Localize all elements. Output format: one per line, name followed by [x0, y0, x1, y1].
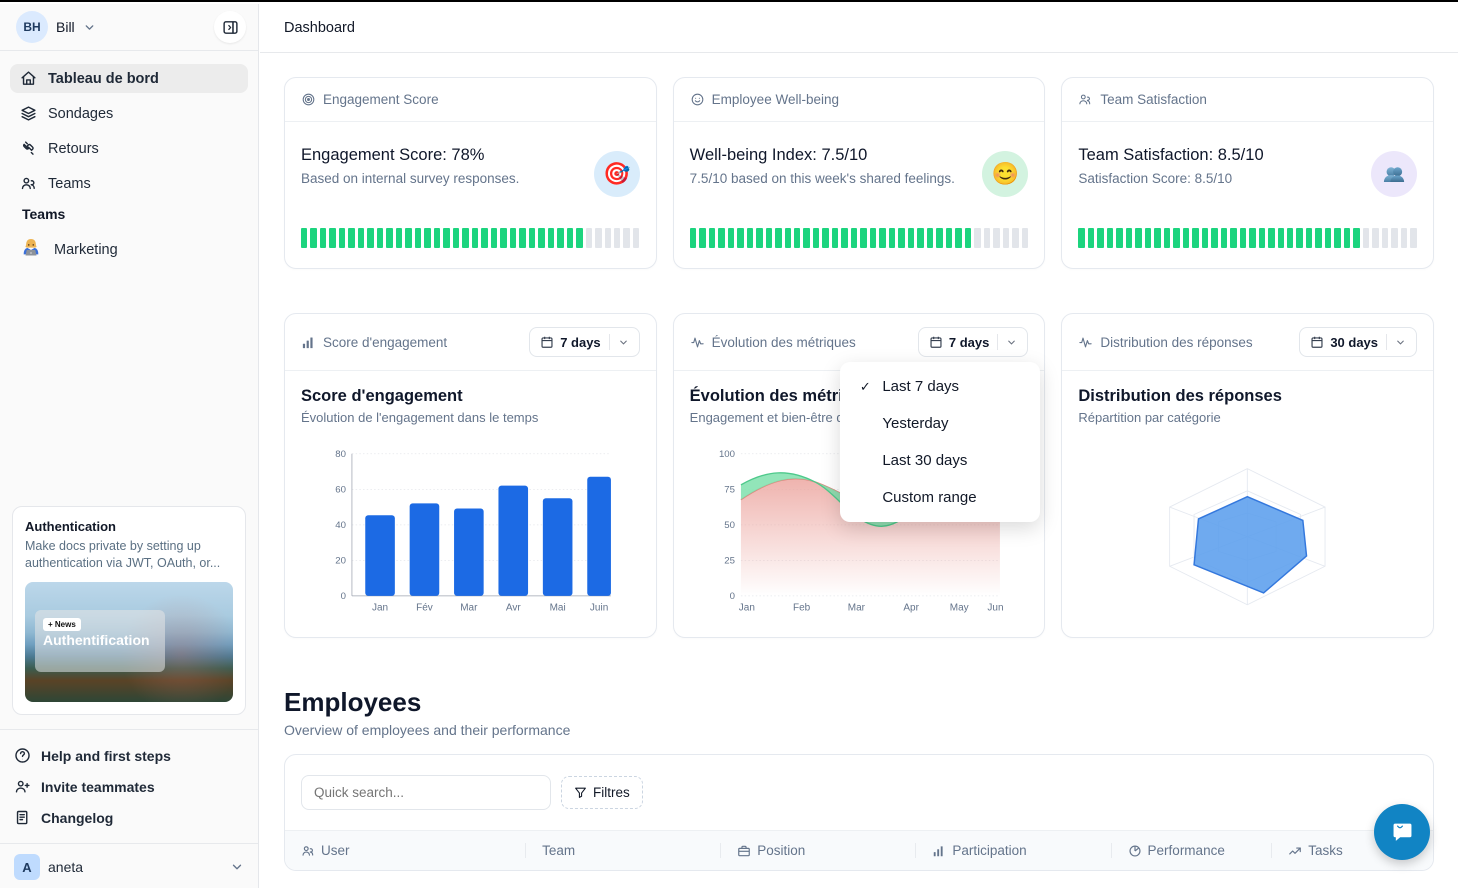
svg-text:60: 60: [335, 484, 346, 495]
svg-text:May: May: [949, 603, 968, 614]
svg-text:Jan: Jan: [738, 603, 754, 614]
svg-text:Mai: Mai: [550, 603, 566, 614]
svg-text:100: 100: [719, 449, 735, 460]
svg-text:Feb: Feb: [793, 603, 811, 614]
svg-text:Fév: Fév: [416, 603, 433, 614]
svg-text:Jun: Jun: [987, 603, 1003, 614]
svg-text:25: 25: [724, 555, 735, 566]
svg-text:0: 0: [341, 591, 346, 602]
svg-text:40: 40: [335, 520, 346, 531]
svg-text:0: 0: [729, 591, 734, 602]
svg-text:Apr: Apr: [903, 603, 919, 614]
svg-text:Mar: Mar: [847, 603, 865, 614]
svg-text:Mar: Mar: [460, 603, 478, 614]
svg-text:80: 80: [335, 449, 346, 460]
svg-text:Jan: Jan: [372, 603, 388, 614]
svg-text:Juin: Juin: [590, 603, 608, 614]
svg-text:20: 20: [335, 555, 346, 566]
svg-text:Avr: Avr: [506, 603, 521, 614]
svg-text:75: 75: [724, 484, 735, 495]
svg-text:50: 50: [724, 520, 735, 531]
